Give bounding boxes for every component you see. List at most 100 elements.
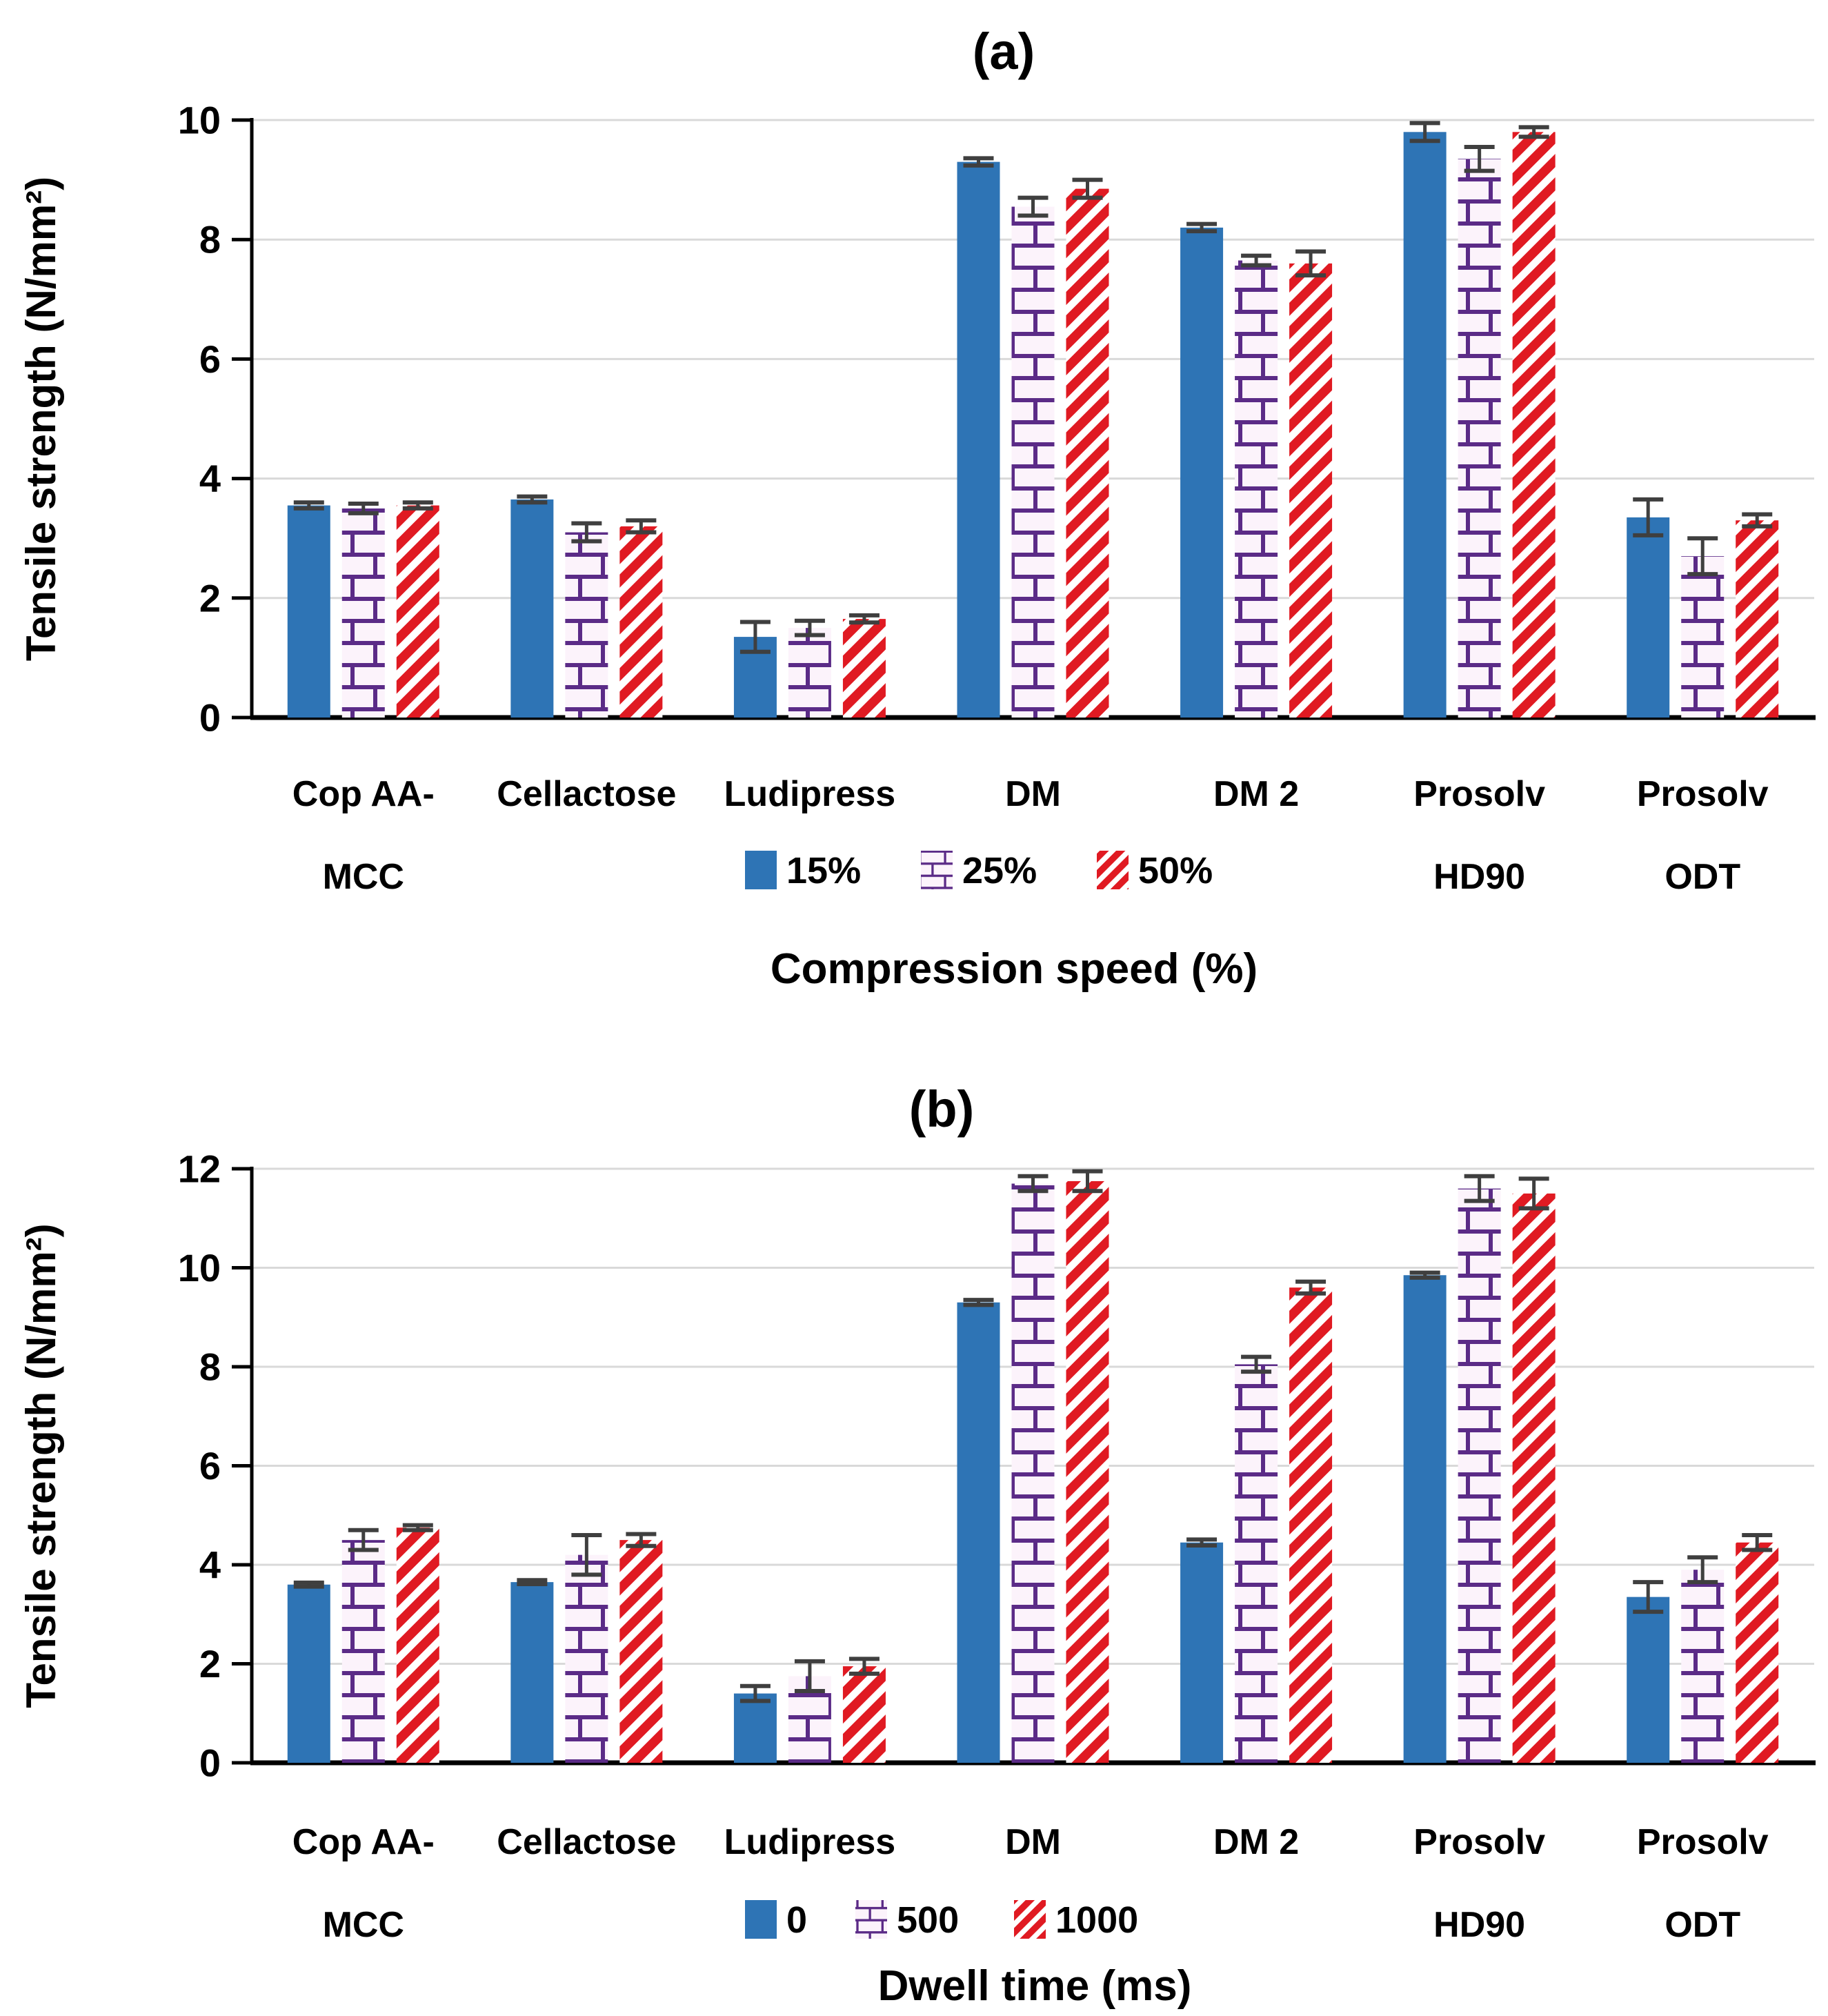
legend-label: 0 — [786, 1899, 807, 1941]
bar-0-5 — [1403, 1275, 1447, 1763]
legend-label: 15% — [786, 850, 861, 891]
legend-swatch — [855, 1900, 887, 1939]
bar-25%-6 — [1681, 556, 1725, 718]
bar-15%-0 — [287, 505, 330, 718]
bar-1000-6 — [1736, 1542, 1779, 1763]
category-label: ODT — [1665, 857, 1740, 897]
legend-item: 0 — [745, 1899, 807, 1941]
bar-50%-1 — [619, 526, 663, 718]
category-label: Cop AA- — [292, 774, 435, 814]
category-label: Cellactose — [497, 774, 676, 814]
bar-500-4 — [1235, 1364, 1278, 1763]
legend-label: 500 — [897, 1899, 959, 1941]
category-label: MCC — [323, 857, 404, 897]
category-label: Cellactose — [497, 1822, 676, 1862]
bar-1000-4 — [1289, 1287, 1333, 1763]
x-axis-title: Compression speed (%) — [771, 945, 1258, 993]
bar-500-0 — [341, 1540, 385, 1763]
y-tick-label: 2 — [199, 576, 221, 620]
legend-swatch — [921, 851, 953, 889]
chart-title: (a) — [973, 23, 1035, 80]
category-label: DM — [1005, 774, 1061, 814]
bar-500-3 — [1011, 1183, 1055, 1763]
bar-50%-2 — [842, 619, 886, 718]
bar-25%-3 — [1011, 206, 1055, 718]
bar-1000-3 — [1066, 1180, 1109, 1763]
y-tick-label: 10 — [178, 1246, 221, 1289]
y-tick-label: 0 — [199, 696, 221, 740]
bar-25%-1 — [565, 532, 608, 718]
category-label: Prosolv — [1413, 774, 1545, 814]
y-tick-label: 6 — [199, 1444, 221, 1488]
bar-15%-1 — [510, 499, 554, 718]
category-label: ODT — [1665, 1905, 1740, 1945]
legend-item: 500 — [855, 1899, 959, 1941]
legend-swatch — [1014, 1900, 1046, 1939]
x-axis-title: Dwell time (ms) — [878, 1962, 1192, 2010]
category-label: Prosolv — [1637, 1822, 1769, 1862]
bar-15%-6 — [1627, 517, 1670, 718]
chart-panel-b: 0 2 4 6 8 10 12 Cop AA- MCC Cellactose Ludipress DM… — [18, 1080, 1816, 2010]
bar-25%-4 — [1235, 260, 1278, 718]
bar-500-5 — [1458, 1188, 1501, 1763]
bar-50%-5 — [1512, 132, 1556, 718]
bar-0-1 — [510, 1582, 554, 1763]
bar-0-4 — [1180, 1542, 1224, 1763]
bar-0-2 — [733, 1693, 777, 1763]
bar-50%-0 — [396, 505, 439, 718]
chart-title: (b) — [909, 1080, 975, 1138]
legend-item: 15% — [745, 850, 861, 891]
legend-swatch — [745, 851, 777, 889]
y-axis-title: Tensile strength (N/mm²) — [18, 177, 64, 661]
bar-15%-5 — [1403, 132, 1447, 718]
category-label: Cop AA- — [292, 1822, 435, 1862]
y-tick-label: 8 — [199, 1345, 221, 1389]
bar-0-6 — [1627, 1597, 1670, 1763]
bar-0-0 — [287, 1584, 330, 1763]
bar-50%-3 — [1066, 188, 1109, 718]
category-label: DM — [1005, 1822, 1061, 1862]
legend-item: 25% — [921, 850, 1037, 891]
bar-1000-5 — [1512, 1193, 1556, 1763]
bar-50%-4 — [1289, 263, 1333, 718]
chart-panel-a: 0 2 4 6 8 10 Cop AA- MCC Cellactose Ludipress DM DM… — [18, 23, 1816, 993]
bar-1000-0 — [396, 1528, 439, 1763]
category-label: MCC — [323, 1905, 404, 1945]
category-label: Ludipress — [724, 1822, 896, 1862]
legend-swatch — [1097, 851, 1129, 889]
legend-item: 1000 — [1014, 1899, 1138, 1941]
category-label: Ludipress — [724, 774, 896, 814]
legend-label: 1000 — [1055, 1899, 1138, 1941]
category-label: HD90 — [1433, 1905, 1525, 1945]
category-label: Prosolv — [1413, 1822, 1545, 1862]
y-tick-label: 4 — [199, 457, 221, 500]
bar-25%-2 — [788, 628, 831, 718]
y-tick-label: 2 — [199, 1642, 221, 1686]
bar-50%-6 — [1736, 520, 1779, 718]
y-tick-label: 10 — [178, 99, 221, 142]
category-label: Prosolv — [1637, 774, 1769, 814]
bar-500-1 — [565, 1554, 608, 1763]
bar-15%-4 — [1180, 227, 1224, 718]
legend-swatch — [745, 1900, 777, 1939]
y-tick-label: 4 — [199, 1543, 221, 1587]
bar-0-3 — [957, 1302, 1000, 1763]
y-tick-label: 8 — [199, 218, 221, 261]
bar-1000-2 — [842, 1666, 886, 1763]
legend-item: 50% — [1097, 850, 1213, 891]
bar-15%-3 — [957, 161, 1000, 718]
bar-500-6 — [1681, 1570, 1725, 1763]
y-tick-label: 6 — [199, 337, 221, 381]
bar-1000-1 — [619, 1540, 663, 1763]
bar-25%-5 — [1458, 159, 1501, 718]
bar-25%-0 — [341, 508, 385, 718]
category-label: HD90 — [1433, 857, 1525, 897]
y-tick-label: 0 — [199, 1741, 221, 1785]
category-label: DM 2 — [1213, 774, 1299, 814]
category-label: DM 2 — [1213, 1822, 1299, 1862]
legend-label: 25% — [962, 850, 1037, 891]
legend-label: 50% — [1138, 850, 1213, 891]
y-axis-title: Tensile strength (N/mm²) — [18, 1223, 64, 1708]
y-tick-label: 12 — [178, 1147, 221, 1191]
